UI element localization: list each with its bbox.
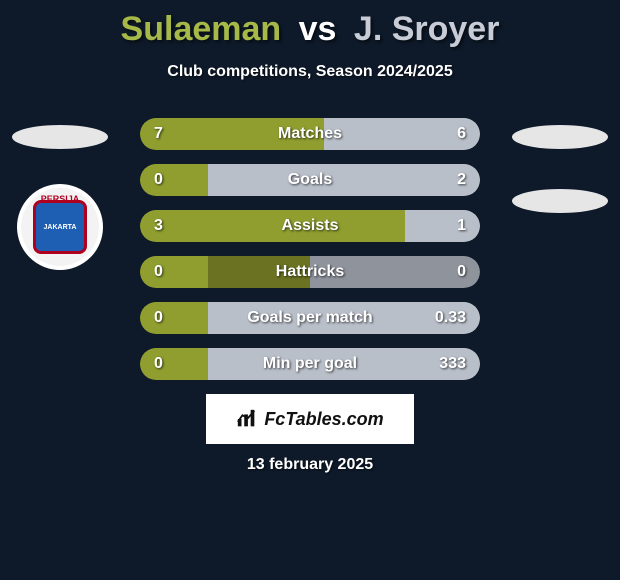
attribution-text: FcTables.com: [264, 409, 383, 430]
stat-value-right: 0: [457, 263, 466, 281]
stat-value-right: 1: [457, 217, 466, 235]
stat-label: Goals: [288, 171, 332, 189]
stat-fill-left: [140, 348, 208, 380]
stat-row: 0 Hattricks 0: [140, 256, 480, 288]
stat-row: 0 Goals 2: [140, 164, 480, 196]
team-badge-oval: [10, 120, 110, 154]
stat-label: Hattricks: [276, 263, 344, 281]
attribution-box: FcTables.com: [206, 394, 414, 444]
chart-icon: [236, 408, 258, 430]
team-badge-oval: [510, 184, 610, 218]
stat-row: 0 Min per goal 333: [140, 348, 480, 380]
stat-fill-right: [208, 164, 480, 196]
stat-fill-left: [140, 256, 208, 288]
stat-value-left: 0: [154, 263, 163, 281]
stat-row: 7 Matches 6: [140, 118, 480, 150]
stat-value-right: 333: [439, 355, 466, 373]
right-badges-column: [510, 120, 610, 218]
stat-label: Matches: [278, 125, 342, 143]
stat-fill-left: [140, 210, 405, 242]
team-badge-oval: [510, 120, 610, 154]
left-badges-column: PERSIJAJAKARTA: [10, 120, 110, 270]
stat-value-left: 7: [154, 125, 163, 143]
stat-value-right: 2: [457, 171, 466, 189]
stat-value-right: 6: [457, 125, 466, 143]
crest-shield: JAKARTA: [33, 200, 87, 254]
stat-row: 3 Assists 1: [140, 210, 480, 242]
stat-value-left: 0: [154, 309, 163, 327]
stat-value-right: 0.33: [435, 309, 466, 327]
stat-fill-left: [140, 164, 208, 196]
stat-label: Assists: [282, 217, 339, 235]
stat-fill-left: [140, 302, 208, 334]
subtitle: Club competitions, Season 2024/2025: [0, 63, 620, 81]
comparison-title: Sulaeman vs J. Sroyer: [0, 0, 620, 49]
stat-label: Min per goal: [263, 355, 357, 373]
player2-name: J. Sroyer: [354, 10, 500, 48]
stat-value-left: 0: [154, 171, 163, 189]
player1-name: Sulaeman: [121, 10, 282, 48]
vs-text: vs: [299, 10, 337, 48]
stat-value-left: 3: [154, 217, 163, 235]
crest-text-top: PERSIJA: [41, 194, 80, 204]
date-text: 13 february 2025: [247, 456, 373, 474]
team-crest: PERSIJAJAKARTA: [17, 184, 103, 270]
stat-value-left: 0: [154, 355, 163, 373]
stat-row: 0 Goals per match 0.33: [140, 302, 480, 334]
stats-container: 7 Matches 6 0 Goals 2 3 Assists 1 0 Hattricks 0 0 Goa…: [140, 118, 480, 380]
stat-fill-right: [405, 210, 480, 242]
stat-label: Goals per match: [247, 309, 372, 327]
